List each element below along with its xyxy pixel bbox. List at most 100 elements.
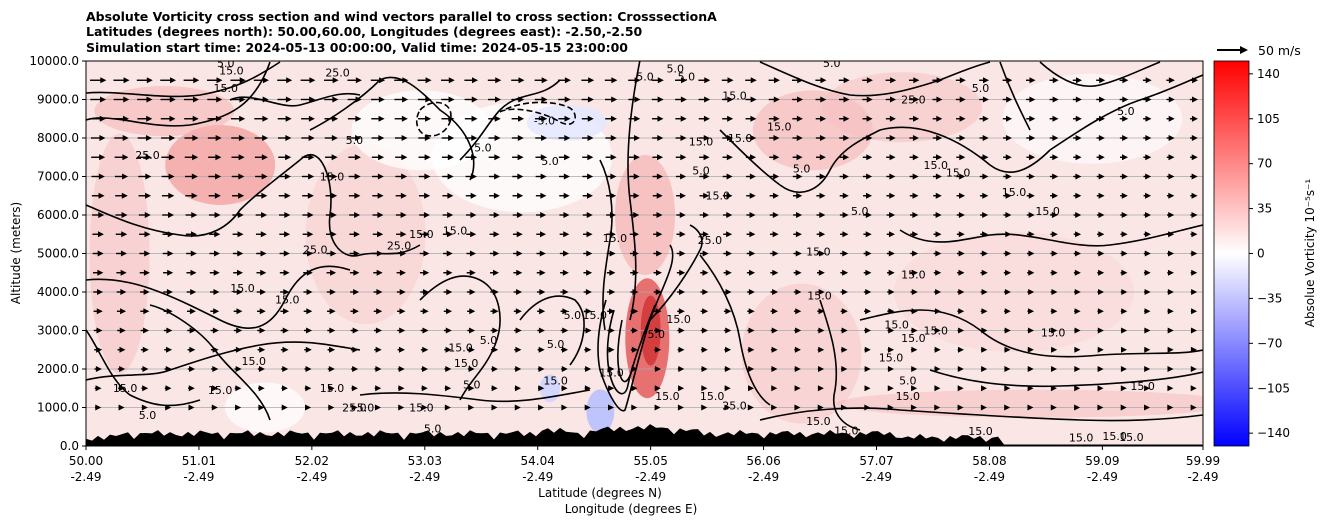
wind-vector-head xyxy=(285,135,292,141)
wind-vector-head xyxy=(564,135,571,141)
wind-vector-head xyxy=(701,346,708,353)
wind-vector-head xyxy=(284,173,291,180)
vorticity-field xyxy=(89,72,1203,434)
wind-vector-head xyxy=(446,250,453,257)
contour-label: 15.0 xyxy=(241,355,266,368)
wind-vector-head xyxy=(1144,385,1151,392)
wind-vector-head xyxy=(959,96,966,103)
contour-label: 15.0 xyxy=(219,64,244,77)
wind-vector-head xyxy=(1004,289,1011,295)
colorbar-tick-label: 140 xyxy=(1257,67,1280,81)
wind-vector-head xyxy=(1120,385,1127,392)
wind-vector-head xyxy=(982,192,989,199)
wind-vector-head xyxy=(1121,192,1128,199)
wind-vector-head xyxy=(123,77,130,84)
wind-vector-head xyxy=(959,115,966,122)
contour-label: 15.0 xyxy=(454,357,479,370)
wind-vector-head xyxy=(144,250,151,257)
wind-vector-head xyxy=(212,385,219,392)
contour-label: 15.0 xyxy=(1041,326,1066,339)
wind-vector-head xyxy=(328,385,335,392)
wind-vector-head xyxy=(958,327,965,334)
wind-vector-head xyxy=(1075,192,1082,199)
wind-vector-head xyxy=(795,250,802,257)
wind-vector-head xyxy=(563,173,570,180)
wind-vector-head xyxy=(865,289,872,295)
wind-vector-head xyxy=(980,385,987,392)
wind-vector-head xyxy=(1121,289,1128,295)
x-tick-label-longitude: -2.49 xyxy=(1087,470,1118,484)
colorbar: 140 105 70 35 0 −35 −70 −105 −140 Absolue Vortic… xyxy=(1213,60,1317,447)
wind-vector-head xyxy=(1121,327,1128,334)
wind-vector-head xyxy=(1052,115,1059,122)
contour-line xyxy=(819,299,861,431)
wind-vector-head xyxy=(1074,308,1081,315)
wind-vector-head xyxy=(819,212,826,218)
wind-vector-head xyxy=(541,96,548,103)
wind-vector-head xyxy=(981,327,988,334)
wind-vector-head xyxy=(772,250,779,257)
wind-vector-head xyxy=(866,135,873,141)
wind-vector-head xyxy=(679,289,686,295)
wind-vector-head xyxy=(749,173,756,180)
wind-vector-head xyxy=(865,231,872,238)
wind-vector-head xyxy=(235,346,242,353)
wind-vector-head xyxy=(1167,327,1174,334)
wind-vector-head xyxy=(1144,250,1151,257)
wind-vector-head xyxy=(1006,96,1013,103)
x-tick-label-latitude: 51.01 xyxy=(182,454,216,468)
wind-vector-head xyxy=(216,77,223,84)
wind-vector-head xyxy=(1121,250,1128,257)
wind-vector-head xyxy=(192,154,199,161)
wind-vector-head xyxy=(934,308,941,315)
wind-vector-head xyxy=(401,173,408,180)
contour-label: 15.0 xyxy=(968,425,993,438)
chart-title-line-2: Latitudes (degrees north): 50.00,60.00, … xyxy=(86,24,643,39)
wind-vector-head xyxy=(354,192,361,199)
wind-vector-head xyxy=(561,404,568,411)
wind-vector-head xyxy=(1005,269,1012,276)
wind-vector-head xyxy=(679,231,686,238)
wind-vector-head xyxy=(913,115,920,122)
wind-vector-head xyxy=(608,327,615,334)
wind-vector-head xyxy=(1074,366,1081,372)
wind-vector-head xyxy=(285,154,292,161)
wind-vector-head xyxy=(842,192,849,199)
vorticity-patch xyxy=(836,389,1203,418)
wind-vector-head xyxy=(191,173,198,180)
wind-vector-head xyxy=(379,77,386,84)
vorticity-patch xyxy=(540,374,561,403)
wind-vector-head xyxy=(912,231,919,238)
wind-vector-head xyxy=(446,231,453,238)
wind-vector-head xyxy=(1167,366,1174,372)
wind-vector-head xyxy=(445,327,452,334)
wind-vector-head xyxy=(423,250,430,257)
wind-vector-head xyxy=(331,154,338,161)
wind-vector-head xyxy=(309,96,316,103)
wind-vector-head xyxy=(912,192,919,199)
wind-vector-head xyxy=(259,346,266,353)
wind-vector-head xyxy=(352,366,359,372)
wind-vector-head xyxy=(911,269,918,276)
wind-vector-head xyxy=(118,404,125,411)
wind-vector-head xyxy=(541,135,548,141)
wind-vector-head xyxy=(493,250,500,257)
x-axis-label-longitude: Longitude (degrees E) xyxy=(565,502,698,516)
wind-vector-head xyxy=(1027,366,1034,372)
wind-vector-head xyxy=(657,96,664,103)
wind-vector-head xyxy=(982,173,989,180)
contour-label: 15.0 xyxy=(409,401,434,414)
wind-vector-head xyxy=(492,308,499,315)
wind-vector-head xyxy=(794,385,801,392)
wind-vector-head xyxy=(610,115,617,122)
contour-line-negative xyxy=(415,101,452,137)
wind-vector-head xyxy=(97,289,104,295)
wind-vector-head xyxy=(771,366,778,372)
wind-vector-head xyxy=(444,404,451,411)
wind-vector-head xyxy=(958,269,965,276)
wind-vector-head xyxy=(562,327,569,334)
wind-vector-head xyxy=(936,154,943,161)
wind-vector-head xyxy=(982,96,989,103)
wind-vector-head xyxy=(1145,77,1152,84)
wind-vector-head xyxy=(725,308,732,315)
